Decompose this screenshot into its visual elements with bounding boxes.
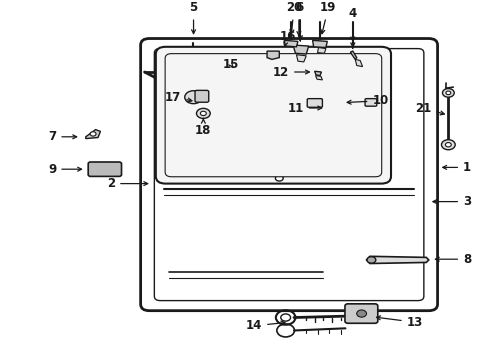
Circle shape [90, 132, 96, 136]
Text: 20: 20 [286, 1, 302, 33]
FancyBboxPatch shape [184, 60, 201, 70]
Circle shape [445, 143, 451, 147]
Polygon shape [355, 59, 363, 67]
Circle shape [200, 111, 206, 116]
Text: 8: 8 [436, 253, 471, 266]
Circle shape [446, 91, 451, 95]
Circle shape [275, 175, 283, 181]
Circle shape [367, 257, 376, 263]
Polygon shape [313, 40, 327, 48]
Text: 15: 15 [223, 58, 239, 71]
Circle shape [357, 310, 367, 317]
Text: 11: 11 [288, 102, 321, 114]
Text: 7: 7 [48, 130, 76, 143]
FancyBboxPatch shape [154, 49, 424, 301]
Text: 17: 17 [165, 91, 192, 104]
Polygon shape [318, 48, 326, 53]
Text: 6: 6 [295, 1, 303, 35]
Circle shape [441, 140, 455, 150]
Text: 1: 1 [443, 161, 471, 174]
Polygon shape [284, 40, 298, 47]
Text: 9: 9 [48, 163, 81, 176]
Polygon shape [296, 55, 306, 62]
FancyBboxPatch shape [156, 47, 391, 184]
FancyBboxPatch shape [195, 90, 209, 102]
Text: 19: 19 [320, 1, 337, 34]
Text: 14: 14 [246, 319, 285, 332]
Polygon shape [367, 256, 429, 264]
Polygon shape [86, 130, 100, 139]
FancyBboxPatch shape [365, 99, 377, 106]
Text: 16: 16 [279, 30, 295, 46]
FancyBboxPatch shape [219, 66, 237, 76]
FancyBboxPatch shape [88, 162, 122, 176]
Text: 18: 18 [195, 118, 212, 137]
Text: 13: 13 [376, 316, 423, 329]
Polygon shape [316, 76, 322, 80]
Polygon shape [350, 51, 357, 59]
Polygon shape [293, 45, 309, 54]
Text: 3: 3 [433, 195, 471, 208]
Circle shape [239, 68, 251, 76]
Text: 4: 4 [349, 7, 357, 41]
Polygon shape [267, 51, 279, 59]
Text: 12: 12 [273, 66, 309, 78]
FancyBboxPatch shape [141, 39, 438, 311]
Circle shape [442, 89, 454, 97]
Text: 10: 10 [347, 94, 389, 107]
Polygon shape [315, 71, 321, 76]
FancyBboxPatch shape [165, 54, 382, 177]
Text: 5: 5 [190, 1, 197, 33]
Text: 2: 2 [107, 177, 147, 190]
FancyBboxPatch shape [345, 304, 378, 323]
FancyBboxPatch shape [307, 99, 322, 107]
Text: 21: 21 [415, 102, 444, 115]
Circle shape [185, 91, 202, 104]
FancyBboxPatch shape [185, 54, 200, 62]
Circle shape [196, 108, 210, 118]
